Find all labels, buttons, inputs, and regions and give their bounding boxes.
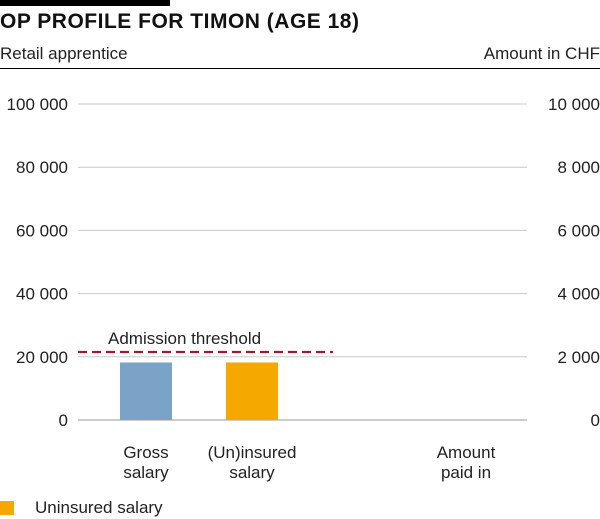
unit-label: Amount in CHF: [483, 44, 600, 63]
right-axis-tick-label: 4 000: [557, 285, 600, 304]
threshold-label: Admission threshold: [108, 329, 261, 348]
category-label: (Un)insured: [208, 443, 297, 462]
title-accent-bar: [0, 0, 170, 6]
left-axis-tick-label: 40 000: [16, 285, 68, 304]
legend-label-uninsured: Uninsured salary: [35, 498, 163, 517]
legend: Uninsured salary: [0, 498, 163, 518]
right-axis-tick-label: 10 000: [548, 95, 600, 114]
category-label: paid in: [441, 463, 491, 482]
header-rule: [0, 68, 600, 69]
category-label: salary: [229, 463, 275, 482]
right-axis-tick-label: 8 000: [557, 158, 600, 177]
left-axis-tick-label: 100 000: [7, 95, 68, 114]
left-axis-tick-label: 60 000: [16, 221, 68, 240]
right-axis-tick-label: 0: [591, 411, 600, 430]
right-axis-tick-label: 2 000: [557, 348, 600, 367]
left-axis-tick-label: 20 000: [16, 348, 68, 367]
chart-title: OP PROFILE FOR TIMON (AGE 18): [0, 10, 360, 33]
category-label: Amount: [437, 443, 496, 462]
legend-swatch-uninsured: [0, 501, 14, 515]
category-label: salary: [123, 463, 169, 482]
left-axis-tick-label: 0: [59, 411, 68, 430]
chart-subtitle: Retail apprentice: [0, 44, 128, 63]
bar: [120, 362, 172, 420]
left-axis-tick-label: 80 000: [16, 158, 68, 177]
right-axis-tick-label: 6 000: [557, 221, 600, 240]
bar: [226, 362, 278, 420]
category-label: Gross: [123, 443, 168, 462]
